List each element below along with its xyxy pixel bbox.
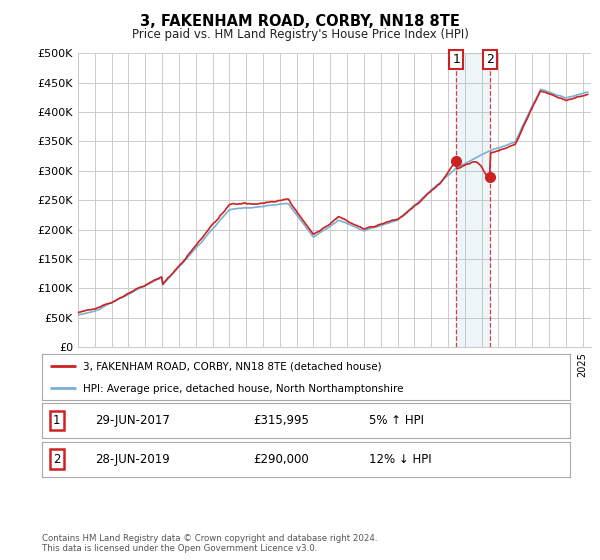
Text: £290,000: £290,000 — [253, 452, 309, 466]
Text: 3, FAKENHAM ROAD, CORBY, NN18 8TE (detached house): 3, FAKENHAM ROAD, CORBY, NN18 8TE (detac… — [83, 362, 382, 372]
Text: 29-JUN-2017: 29-JUN-2017 — [95, 414, 170, 427]
Text: 5% ↑ HPI: 5% ↑ HPI — [370, 414, 424, 427]
Bar — [456, 53, 490, 347]
Text: 1: 1 — [53, 414, 61, 427]
Text: 12% ↓ HPI: 12% ↓ HPI — [370, 452, 432, 466]
Text: 2: 2 — [53, 452, 61, 466]
Text: 1: 1 — [452, 53, 460, 66]
Text: 3, FAKENHAM ROAD, CORBY, NN18 8TE: 3, FAKENHAM ROAD, CORBY, NN18 8TE — [140, 14, 460, 29]
Text: HPI: Average price, detached house, North Northamptonshire: HPI: Average price, detached house, Nort… — [83, 384, 404, 394]
Text: 28-JUN-2019: 28-JUN-2019 — [95, 452, 170, 466]
Text: 2: 2 — [486, 53, 494, 66]
Text: £315,995: £315,995 — [253, 414, 309, 427]
Text: Price paid vs. HM Land Registry's House Price Index (HPI): Price paid vs. HM Land Registry's House … — [131, 28, 469, 41]
Text: Contains HM Land Registry data © Crown copyright and database right 2024.
This d: Contains HM Land Registry data © Crown c… — [42, 534, 377, 553]
